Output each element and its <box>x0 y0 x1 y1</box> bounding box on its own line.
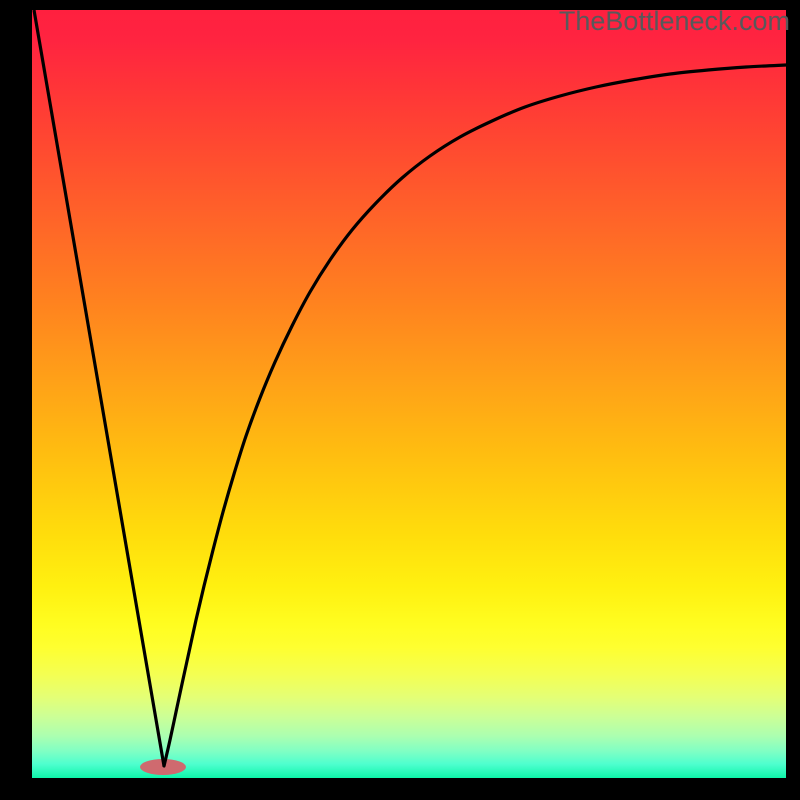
plot-area <box>32 10 786 778</box>
curve-right <box>164 65 786 766</box>
chart-container: TheBottleneck.com <box>0 0 800 800</box>
curve-layer <box>32 10 786 778</box>
curve-left <box>34 10 164 766</box>
watermark-text: TheBottleneck.com <box>559 6 790 37</box>
